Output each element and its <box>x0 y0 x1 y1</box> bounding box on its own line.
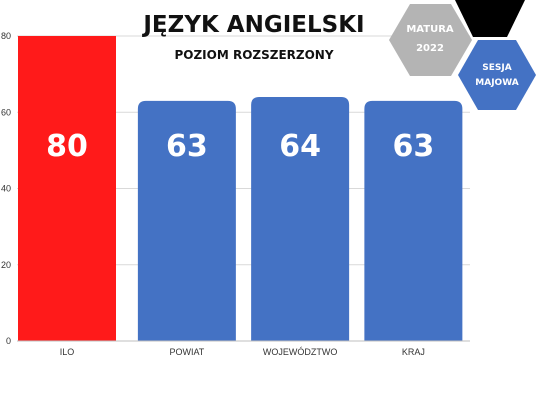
sesja-badge-line1: SESJA <box>482 63 511 73</box>
data-label: 63 <box>393 129 435 164</box>
y-tick-label: 20 <box>1 260 11 270</box>
y-tick-label: 40 <box>1 184 11 194</box>
matura-badge-line2: 2022 <box>416 43 444 54</box>
data-labels: 80 63 64 63 <box>46 129 434 164</box>
bar <box>18 36 116 341</box>
x-tick-label: POWIAT <box>169 347 204 357</box>
chart-subtitle: POZIOM ROZSZERZONY <box>174 48 333 62</box>
data-label: 63 <box>166 129 208 164</box>
chart-title: JĘZYK ANGIELSKI <box>141 12 364 38</box>
data-label: 80 <box>46 129 88 164</box>
bars <box>18 36 463 341</box>
sesja-badge-line2: MAJOWA <box>475 78 518 88</box>
y-tick-label: 60 <box>1 107 11 117</box>
matura-badge-line1: MATURA <box>406 24 454 35</box>
x-axis: ILO POWIAT WOJEWÓDZTWO KRAJ <box>60 347 425 357</box>
bar <box>251 97 350 341</box>
sesja-badge <box>458 40 536 110</box>
decorative-black-hexagon <box>455 0 525 37</box>
y-tick-label: 0 <box>6 336 11 346</box>
data-label: 64 <box>279 129 321 164</box>
bar <box>137 100 236 341</box>
matura-badge <box>389 4 472 76</box>
bar <box>364 100 463 341</box>
y-tick-label: 80 <box>1 31 11 41</box>
x-tick-label: WOJEWÓDZTWO <box>263 347 337 357</box>
x-tick-label: ILO <box>60 347 75 357</box>
x-tick-label: KRAJ <box>402 347 425 357</box>
y-axis: 0 20 40 60 80 <box>1 31 11 346</box>
